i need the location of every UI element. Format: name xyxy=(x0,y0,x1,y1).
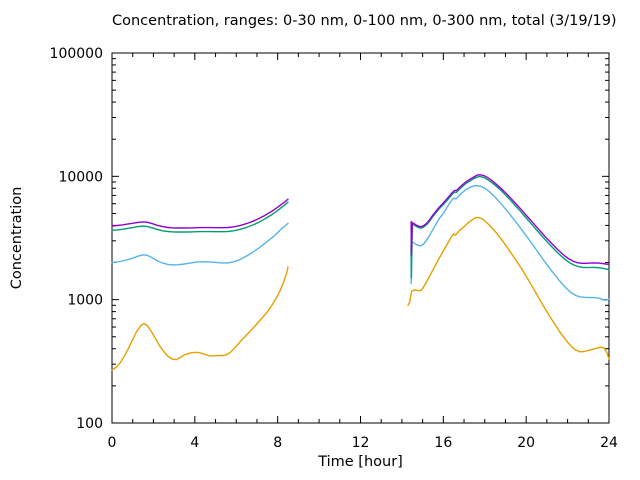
series-line-range-0-100nm xyxy=(410,185,610,301)
x-tick-label: 20 xyxy=(517,435,535,451)
plot-border xyxy=(111,52,610,424)
series-line-range-0-300nm xyxy=(111,201,289,233)
series-line-range-0-30nm xyxy=(111,266,289,371)
x-tick-label: 12 xyxy=(352,435,370,451)
x-tick-label: 24 xyxy=(600,435,618,451)
x-tick-label: 8 xyxy=(273,435,282,451)
series-line-total xyxy=(111,198,289,229)
series-line-range-0-300nm xyxy=(410,175,610,279)
y-tick-label: 100000 xyxy=(50,46,103,62)
x-axis-label: Time [hour] xyxy=(318,454,403,470)
x-tick-label: 16 xyxy=(434,435,452,451)
y-tick-label: 10000 xyxy=(58,169,103,185)
x-tick-label: 4 xyxy=(190,435,199,451)
series-line-range-0-100nm xyxy=(111,222,289,266)
series-line-total xyxy=(410,174,610,266)
x-tick-label: 0 xyxy=(108,435,117,451)
chart-title: Concentration, ranges: 0-30 nm, 0-100 nm… xyxy=(112,13,617,29)
y-tick-label: 1000 xyxy=(67,293,103,309)
series-line-range-0-30nm xyxy=(407,216,610,360)
y-tick-label: 100 xyxy=(76,416,103,432)
